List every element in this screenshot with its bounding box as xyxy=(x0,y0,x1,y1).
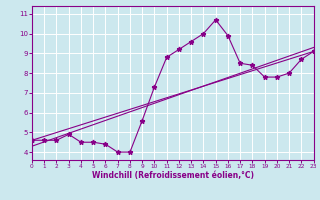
X-axis label: Windchill (Refroidissement éolien,°C): Windchill (Refroidissement éolien,°C) xyxy=(92,171,254,180)
